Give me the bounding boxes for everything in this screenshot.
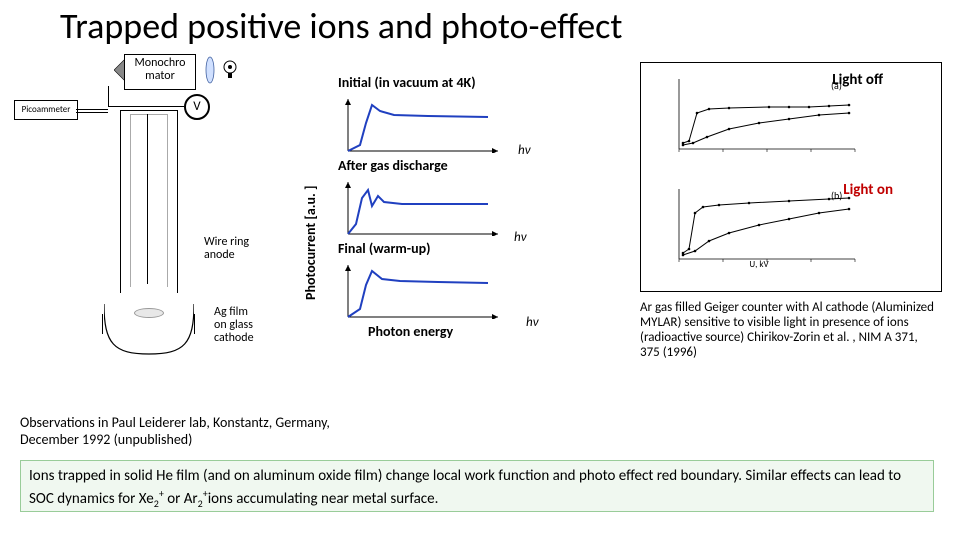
hv-label: hν <box>518 143 531 158</box>
geiger-subplot: U, kV (b) <box>659 183 859 269</box>
photocurrent-chart-2: hν <box>338 259 508 319</box>
footer-note: Ions trapped in solid He film (and on al… <box>20 460 934 512</box>
tube-inner <box>130 114 168 287</box>
wire <box>76 112 108 113</box>
chart-title: Initial (in vacuum at 4K) <box>338 74 548 91</box>
picoammeter-label: Picoammeter <box>14 100 78 120</box>
hv-label: hν <box>526 315 539 330</box>
hv-label: hν <box>514 230 527 245</box>
wire-ring-label: Wire ring anode <box>204 236 249 262</box>
wire <box>108 106 184 107</box>
tube-center-wire <box>147 114 148 284</box>
geiger-caption: Ar gas filled Geiger counter with Al cat… <box>640 300 940 360</box>
voltmeter-icon: V <box>184 94 210 120</box>
geiger-subplot: (a) <box>659 73 859 159</box>
charts-column: Initial (in vacuum at 4K)hνAfter gas dis… <box>338 74 548 340</box>
helium-cell-icon <box>104 294 194 362</box>
apparatus-diagram: Monochro mator Picoammeter V Wire ring a… <box>14 54 304 374</box>
photocurrent-chart-0: hν <box>338 93 508 153</box>
y-axis-label: Photocurrent [a.u. ] <box>302 185 319 300</box>
x-axis-label: Photon energy <box>368 323 548 340</box>
geiger-panel: Light off Light on (a) U, kV(b) <box>640 62 942 292</box>
page-title: Trapped positive ions and photo-effect <box>60 4 622 48</box>
lightbulb-icon <box>222 60 238 80</box>
wire <box>76 109 108 110</box>
photocurrent-chart-1: hν <box>338 176 508 236</box>
wire <box>108 86 109 106</box>
monochromator-label: Monochro mator <box>124 54 196 90</box>
svg-text:(a): (a) <box>831 79 842 92</box>
observations-text: Observations in Paul Leiderer lab, Konst… <box>20 414 330 448</box>
ag-film-icon <box>134 308 164 318</box>
ag-film-label: Ag film on glass cathode <box>214 306 254 345</box>
svg-text:U, kV: U, kV <box>749 259 769 269</box>
svg-text:(b): (b) <box>831 189 842 202</box>
electrode-left <box>102 314 103 334</box>
lens-icon <box>204 56 216 84</box>
electrode-right <box>194 314 195 334</box>
chart-title: After gas discharge <box>338 157 548 174</box>
